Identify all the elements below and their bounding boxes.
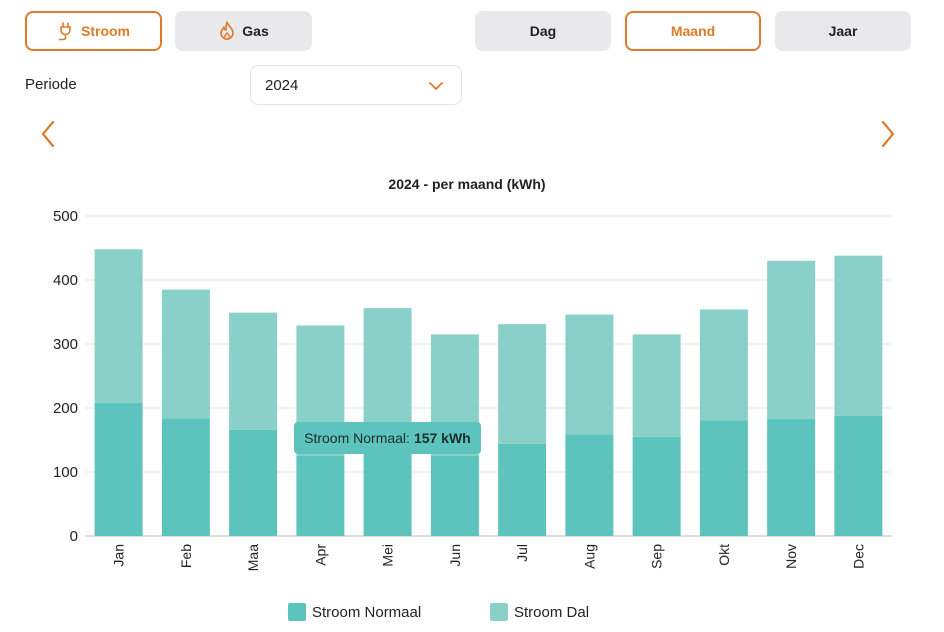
chart-title: 2024 - per maand (kWh) (388, 176, 546, 192)
tab-maand-label: Maand (670, 23, 716, 39)
legend-item-normaal[interactable]: Stroom Normaal (288, 603, 421, 621)
legend-label-normaal: Stroom Normaal (312, 603, 422, 621)
tooltip: Stroom Normaal: 157 kWh (294, 421, 481, 460)
next-period-arrow[interactable] (880, 120, 896, 153)
x-tick-label: Mei (380, 544, 396, 567)
bar-normaal-jul (498, 443, 547, 536)
bar-normaal-dec (834, 415, 883, 536)
x-tick-label: Jun (447, 544, 463, 567)
legend-item-dal[interactable]: Stroom Dal (490, 603, 589, 621)
plug-icon (57, 21, 75, 41)
x-tick-label: Dec (850, 544, 866, 569)
bar-dal-jul (498, 324, 547, 444)
x-tick-label: Jan (111, 544, 127, 567)
legend-label-dal: Stroom Dal (514, 603, 590, 621)
tooltip-label: Stroom Normaal: (304, 429, 410, 446)
bar-normaal-feb (161, 418, 210, 536)
tooltip-value: 157 kWh (413, 429, 471, 446)
bar-dal-feb (161, 289, 210, 419)
bar-dal-okt (699, 309, 748, 421)
tab-dag-label: Dag (529, 23, 557, 39)
bar-normaal-jun (430, 456, 479, 536)
bar-dal-nov (767, 260, 816, 419)
tab-jaar[interactable]: Jaar (775, 11, 911, 51)
y-tick-label: 500 (53, 208, 78, 225)
bar-dal-sep (632, 334, 681, 437)
x-tick-label: Nov (783, 544, 799, 569)
y-tick-label: 0 (70, 528, 78, 545)
monthly-usage-chart: 0 100 200 300 400 500 Jan Feb Maa Apr Mei Jun Jul Aug… (53, 208, 892, 571)
y-tick-label: 200 (53, 400, 78, 417)
x-tick-label: Okt (716, 544, 732, 566)
tab-gas[interactable]: Gas (175, 11, 312, 51)
y-tick-label: 400 (53, 272, 78, 289)
previous-period-arrow[interactable] (40, 120, 56, 153)
period-label: Periode (25, 76, 77, 93)
bar-normaal-sep (632, 436, 681, 536)
period-select-value: 2024 (265, 76, 299, 94)
tab-dag[interactable]: Dag (475, 11, 611, 51)
period-select[interactable]: 2024 (250, 65, 462, 105)
bar-dal-aug (565, 314, 614, 435)
x-tick-label: Aug (581, 544, 597, 569)
x-tick-label: Jul (514, 544, 530, 562)
legend-swatch-dal (490, 603, 508, 621)
bar-dal-maa (229, 312, 278, 430)
bar-normaal-okt (699, 420, 748, 536)
bar-normaal-maa (229, 429, 278, 536)
y-tick-label: 100 (53, 464, 78, 481)
bar-normaal-apr (296, 456, 345, 536)
flame-icon (218, 21, 236, 41)
bar-normaal-nov (767, 418, 816, 536)
bar-dal-dec (834, 255, 883, 416)
bar-normaal-jan (94, 402, 143, 536)
y-tick-label: 300 (53, 336, 78, 353)
tab-stroom-label: Stroom (81, 23, 130, 39)
x-tick-label: Feb (178, 544, 194, 568)
x-tick-label: Sep (649, 544, 665, 569)
tab-stroom[interactable]: Stroom (25, 11, 162, 51)
x-tick-label: Maa (245, 544, 261, 571)
bar-dal-jan (94, 249, 143, 403)
tab-jaar-label: Jaar (828, 23, 858, 39)
x-tick-label: Apr (312, 544, 328, 566)
bar-dal-mei (363, 308, 412, 436)
tab-gas-label: Gas (242, 23, 269, 39)
legend-swatch-normaal (288, 603, 306, 621)
chevron-down-icon (429, 78, 443, 95)
bar-normaal-aug (565, 434, 614, 536)
tab-maand[interactable]: Maand (625, 11, 761, 51)
